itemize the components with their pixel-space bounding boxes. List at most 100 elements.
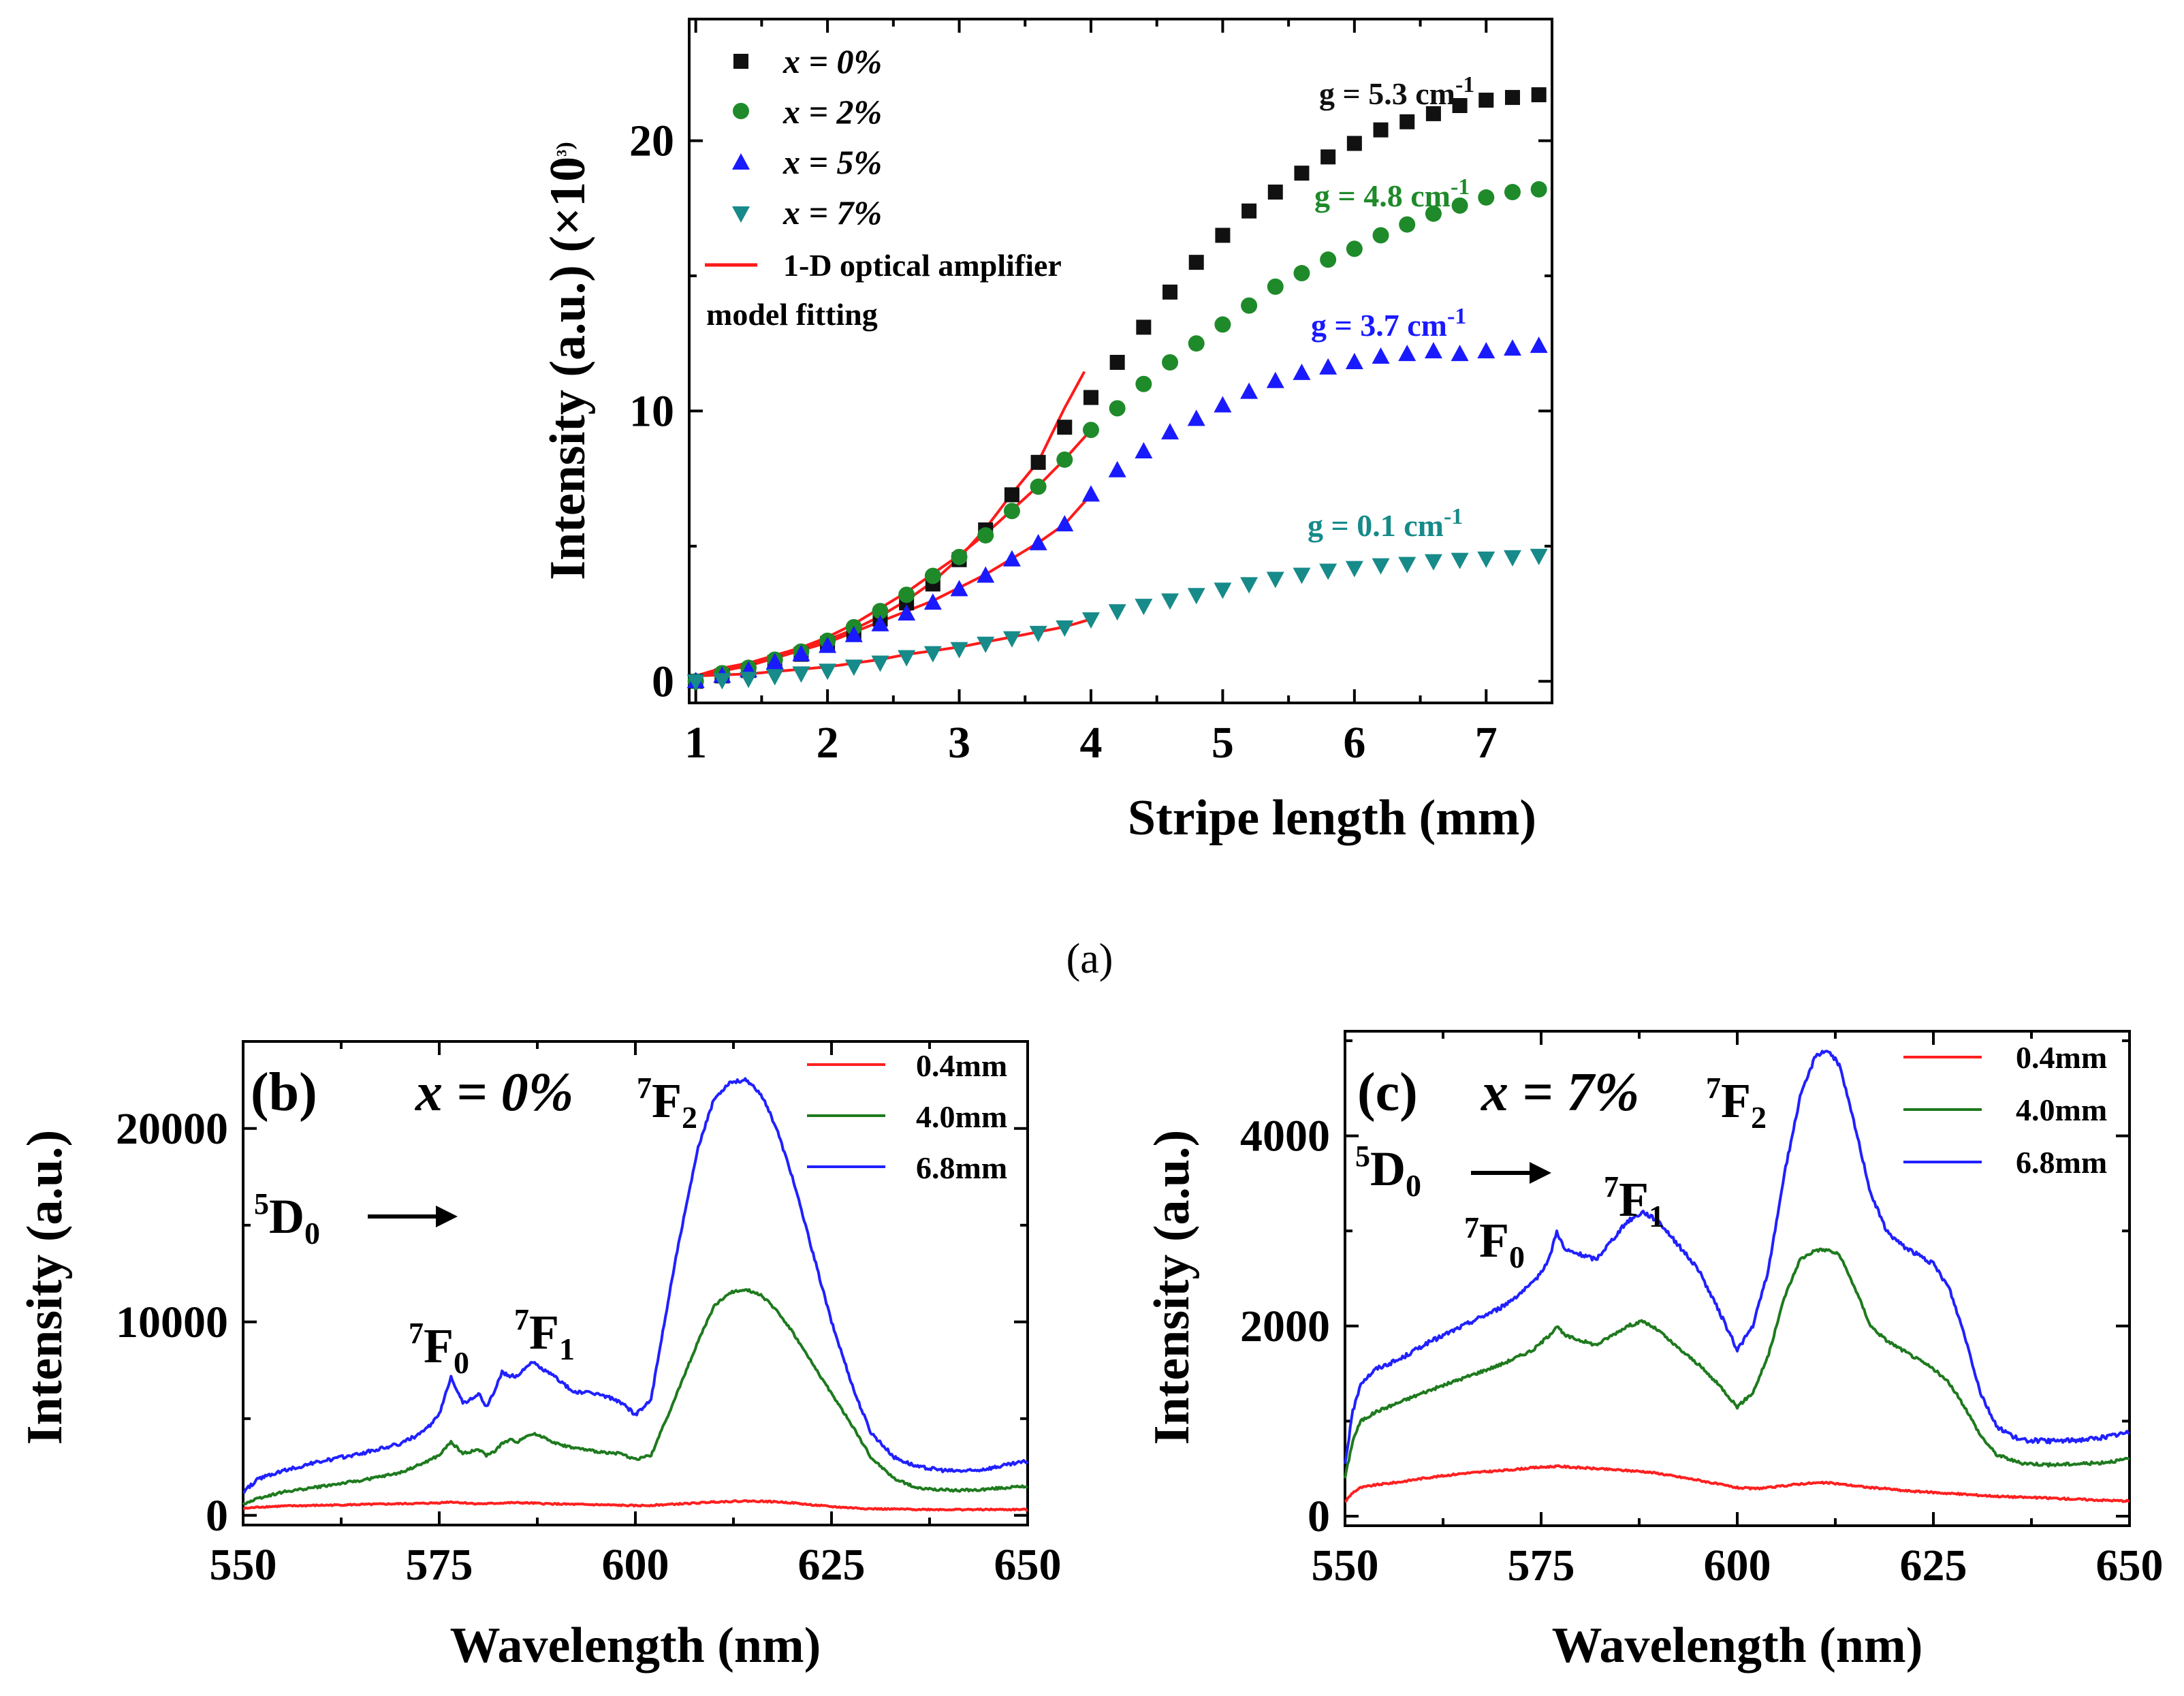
panel-b-ytick-label: 0	[206, 1491, 228, 1541]
point-x0-25	[1346, 136, 1362, 151]
point-x2-16	[1109, 400, 1126, 417]
panel-c-ticks: 550 575 600 625 650 0 2000 4000	[1240, 1031, 2164, 1590]
point-x5-15	[1081, 485, 1100, 502]
panel-c-arrow	[1471, 1162, 1551, 1184]
panel-a-ylabel: Intensity (a.u.) (×10³)	[540, 142, 596, 580]
point-x5-8	[898, 604, 916, 621]
panel-c-spectrum-40mm	[1344, 1247, 2131, 1479]
panel-c-ylabel: Intensity (a.u.)	[1144, 1130, 1200, 1445]
point-x5-26	[1372, 347, 1390, 364]
point-x5-24	[1319, 358, 1338, 375]
panel-b-spectrum-68mm	[242, 1077, 1029, 1494]
point-x2-9	[924, 567, 941, 584]
point-x2-19	[1188, 335, 1205, 352]
panel-c-label-7F0: 7F0	[1464, 1211, 1525, 1274]
point-x0-20	[1215, 227, 1231, 243]
point-x7-2	[740, 672, 758, 689]
fit-curve-series-0	[695, 371, 1086, 678]
gain-label-x2: g = 4.8 cm-1	[1314, 174, 1470, 213]
point-x7-31	[1503, 550, 1521, 567]
point-x5-25	[1345, 352, 1363, 369]
point-x0-23	[1294, 166, 1310, 181]
point-x7-22	[1266, 571, 1284, 588]
panel-a: 1 2 3 4 5 6 7 0 10 20 Stripe length (mm) Intensit…	[540, 18, 1553, 846]
point-x2-17	[1135, 375, 1152, 392]
point-x5-31	[1503, 339, 1521, 356]
panel-b-arrow	[368, 1206, 458, 1227]
point-x5-19	[1187, 409, 1205, 426]
point-x5-5	[819, 636, 837, 653]
point-x7-10	[950, 642, 968, 659]
panel-b-ticks: 550 575 600 625 650 0 10000 20000	[116, 1041, 1062, 1590]
point-x2-13	[1030, 478, 1047, 495]
point-x5-32	[1530, 336, 1548, 354]
panel-a-xtick-label: 1	[684, 718, 707, 768]
point-x5-29	[1451, 345, 1469, 362]
panel-c-ytick-label: 0	[1308, 1492, 1330, 1541]
point-x2-22	[1267, 278, 1284, 295]
fit-curve-series-2	[695, 494, 1092, 678]
point-x7-27	[1398, 556, 1417, 574]
panel-c-ytick-label: 2000	[1240, 1302, 1330, 1351]
panel-b-xtick-label: 625	[798, 1540, 866, 1590]
panel-c-composition: x = 7%	[1481, 1063, 1639, 1122]
point-x5-28	[1424, 342, 1442, 359]
point-x0-31	[1504, 90, 1520, 106]
point-x7-14	[1056, 620, 1074, 637]
point-x7-16	[1108, 604, 1126, 621]
point-x5-6	[844, 625, 863, 642]
panel-c-label-7F1: 7F1	[1604, 1170, 1664, 1234]
point-x7-4	[792, 666, 810, 683]
point-x2-25	[1346, 240, 1363, 257]
point-x5-3	[765, 653, 784, 670]
panel-b-legend-68: 6.8mm	[916, 1150, 1007, 1185]
panel-b-xtick-label: 600	[602, 1540, 669, 1590]
point-x0-15	[1083, 390, 1098, 405]
fit-curve-series-1	[695, 428, 1092, 678]
panel-a-axes-frame	[688, 18, 1553, 704]
panel-c-label-5D0: 5D0	[1355, 1140, 1421, 1203]
legend-label-x0: x = 0%	[782, 42, 882, 80]
point-x0-32	[1531, 87, 1547, 103]
point-x7-9	[923, 646, 942, 663]
legend-fit-label-line2: model fitting	[706, 297, 878, 332]
panel-a-legend: x = 0% x = 2% x = 5% x = 7% 1-D optical …	[705, 42, 1062, 332]
point-x5-13	[1029, 533, 1047, 550]
point-x7-0	[686, 674, 705, 691]
point-x0-29	[1452, 97, 1468, 113]
legend-marker-x7	[732, 206, 750, 223]
panel-b-label: (b)	[251, 1063, 317, 1122]
point-x0-24	[1320, 149, 1336, 165]
panel-c-xtick-label: 550	[1312, 1541, 1379, 1590]
point-x7-32	[1530, 548, 1548, 565]
panel-a-xtick-label: 7	[1475, 718, 1498, 768]
point-x0-28	[1425, 106, 1441, 121]
panel-a-fit-curves	[695, 371, 1092, 678]
point-x7-12	[1002, 631, 1021, 648]
point-x5-10	[950, 580, 968, 597]
point-x5-20	[1214, 396, 1232, 413]
panel-b-label-5D0: 5D0	[254, 1187, 320, 1251]
panel-c-spectra	[1344, 1050, 2131, 1503]
point-x2-12	[1003, 503, 1020, 520]
panel-b-legend: 0.4mm 4.0mm 6.8mm	[807, 1048, 1007, 1185]
panel-a-ticks: 1 2 3 4 5 6 7 0 10 20	[629, 19, 1553, 768]
point-x7-26	[1372, 558, 1390, 575]
point-x7-24	[1319, 563, 1338, 580]
fit-curve-series-3	[695, 618, 1092, 678]
point-x7-13	[1029, 625, 1047, 642]
point-x5-27	[1398, 345, 1417, 362]
panel-a-xtick-label: 6	[1343, 718, 1365, 768]
panel-b-ylabel: Intensity (a.u.)	[17, 1130, 73, 1445]
point-x2-32	[1530, 181, 1547, 198]
point-x5-30	[1477, 342, 1495, 359]
legend-marker-x0	[733, 54, 748, 69]
point-x7-20	[1214, 582, 1232, 599]
gain-label-x5: g = 3.7 cm-1	[1311, 304, 1466, 343]
legend-marker-x5	[732, 153, 750, 170]
point-x2-24	[1320, 251, 1337, 268]
point-x2-18	[1162, 354, 1179, 371]
panel-c-label: (c)	[1357, 1063, 1418, 1122]
panel-c-xtick-label: 625	[1900, 1541, 1967, 1590]
panel-b-legend-04: 0.4mm	[916, 1048, 1007, 1083]
